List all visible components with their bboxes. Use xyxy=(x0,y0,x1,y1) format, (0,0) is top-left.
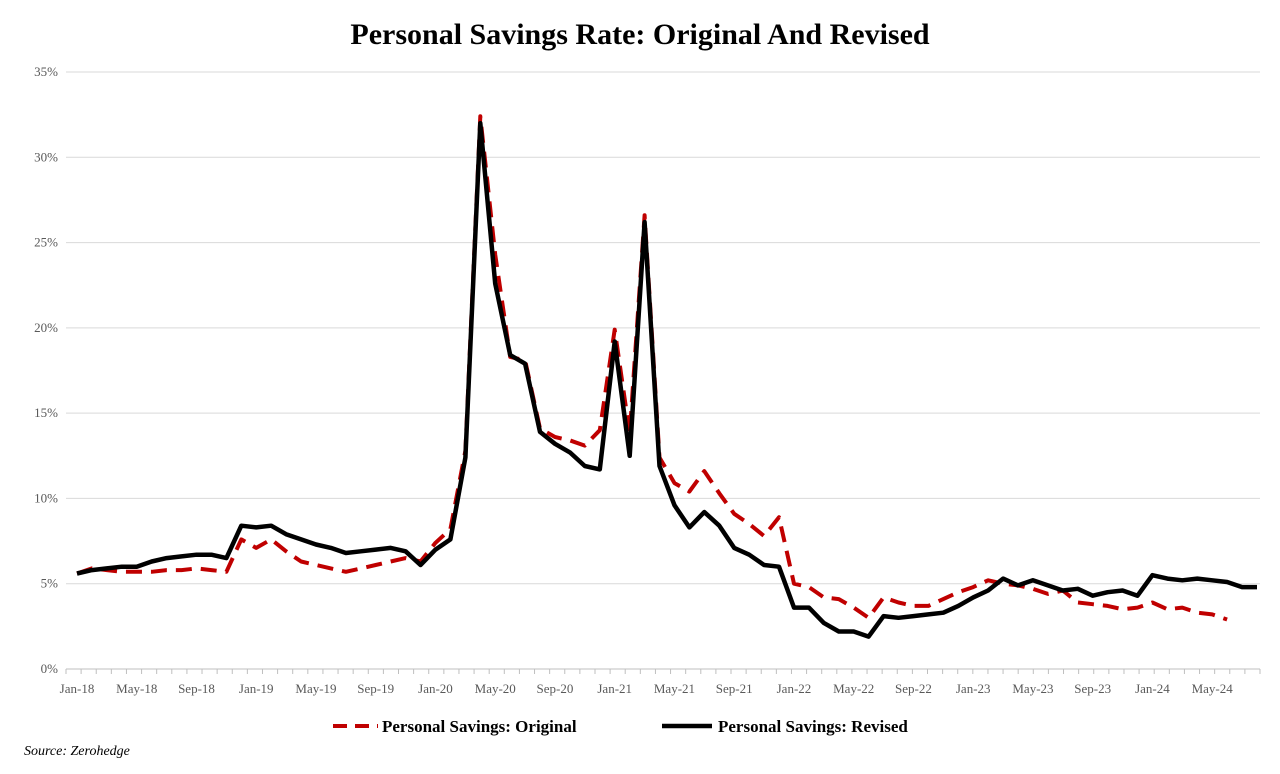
x-tick-label: May-22 xyxy=(833,681,874,696)
legend-label-revised: Personal Savings: Revised xyxy=(718,717,908,736)
legend: Personal Savings: Original Personal Savi… xyxy=(333,717,908,736)
y-tick-label: 25% xyxy=(34,235,58,250)
x-tick-label: Jan-23 xyxy=(956,681,991,696)
y-axis-ticks: 0% 5% 10% 15% 20% 25% 30% 35% xyxy=(34,64,58,676)
x-tick-label: May-24 xyxy=(1192,681,1234,696)
y-tick-label: 5% xyxy=(41,576,59,591)
x-tick-label: Sep-23 xyxy=(1074,681,1111,696)
x-tick-label: May-21 xyxy=(654,681,695,696)
y-tick-label: 20% xyxy=(34,320,58,335)
legend-label-original: Personal Savings: Original xyxy=(382,717,577,736)
x-tick-label: Sep-21 xyxy=(716,681,753,696)
x-tick-label: Jan-20 xyxy=(418,681,453,696)
gridlines xyxy=(66,71,1260,585)
y-tick-label: 15% xyxy=(34,405,58,420)
series-lines xyxy=(76,114,1257,639)
y-tick-label: 30% xyxy=(34,149,58,164)
x-tick-label: Sep-19 xyxy=(357,681,394,696)
x-tick-label: Jan-21 xyxy=(597,681,632,696)
y-tick-label: 0% xyxy=(41,661,59,676)
x-tick-label: May-19 xyxy=(295,681,336,696)
x-tick-label: May-18 xyxy=(116,681,157,696)
source-note: Source: Zerohedge xyxy=(24,744,130,759)
x-tick-label: Jan-18 xyxy=(60,681,95,696)
x-tick-label: Jan-22 xyxy=(777,681,812,696)
x-tick-label: Sep-20 xyxy=(537,681,574,696)
x-tick-label: May-23 xyxy=(1012,681,1053,696)
x-tick-label: Sep-18 xyxy=(178,681,215,696)
x-tick-label: Jan-24 xyxy=(1135,681,1170,696)
y-tick-label: 10% xyxy=(34,490,58,505)
x-tick-label: Sep-22 xyxy=(895,681,932,696)
x-tick-label: May-20 xyxy=(475,681,516,696)
x-tick-label: Jan-19 xyxy=(239,681,274,696)
series-line-revised xyxy=(76,120,1257,639)
y-tick-label: 35% xyxy=(34,64,58,79)
x-axis: Jan-18 May-18 Sep-18 Jan-19 May-19 Sep-19 Jan-… xyxy=(60,668,1261,696)
chart-title: Personal Savings Rate: Original And Revi… xyxy=(350,18,930,51)
